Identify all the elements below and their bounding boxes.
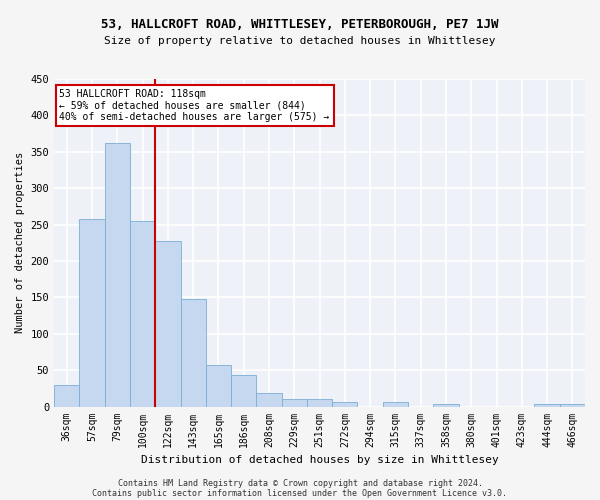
Text: Size of property relative to detached houses in Whittlesey: Size of property relative to detached ho…	[104, 36, 496, 46]
Bar	[181, 299, 206, 406]
Text: 53 HALLCROFT ROAD: 118sqm
← 59% of detached houses are smaller (844)
40% of semi: 53 HALLCROFT ROAD: 118sqm ← 59% of detac…	[59, 89, 330, 122]
Bar	[535, 404, 560, 406]
Bar	[54, 384, 79, 406]
Bar	[281, 398, 307, 406]
Bar	[256, 392, 281, 406]
Bar	[332, 402, 358, 406]
Text: Contains public sector information licensed under the Open Government Licence v3: Contains public sector information licen…	[92, 488, 508, 498]
Bar	[105, 143, 130, 406]
X-axis label: Distribution of detached houses by size in Whittlesey: Distribution of detached houses by size …	[141, 455, 499, 465]
Bar	[383, 402, 408, 406]
Bar	[206, 365, 231, 406]
Text: 53, HALLCROFT ROAD, WHITTLESEY, PETERBOROUGH, PE7 1JW: 53, HALLCROFT ROAD, WHITTLESEY, PETERBOR…	[101, 18, 499, 30]
Bar	[155, 240, 181, 406]
Bar	[560, 404, 585, 406]
Bar	[307, 400, 332, 406]
Text: Contains HM Land Registry data © Crown copyright and database right 2024.: Contains HM Land Registry data © Crown c…	[118, 478, 482, 488]
Bar	[433, 404, 458, 406]
Bar	[231, 376, 256, 406]
Bar	[79, 219, 105, 406]
Y-axis label: Number of detached properties: Number of detached properties	[15, 152, 25, 334]
Bar	[130, 221, 155, 406]
